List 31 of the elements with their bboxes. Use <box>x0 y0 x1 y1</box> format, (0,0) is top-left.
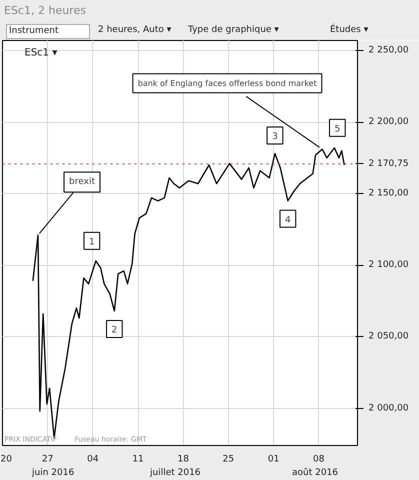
y-tick-label: 2 100,00 <box>368 260 409 270</box>
chart-title: ESc1, 2 heures <box>4 3 86 19</box>
x-tick-label: 08 <box>313 454 325 464</box>
text: Type de graphique ▾ <box>188 24 279 37</box>
text: août 2016 <box>292 467 338 480</box>
y-tick-label: 2 000,00 <box>368 403 409 414</box>
annotation: 1 <box>88 237 95 248</box>
annotation: 4 <box>284 215 291 226</box>
y-tick-label: 2 150,00 <box>368 188 409 199</box>
ref-line-label: 2 170,75 <box>368 158 409 169</box>
annotation: ESc1 ▾ <box>24 48 58 58</box>
annotation: 2 <box>112 325 118 336</box>
text: Instrument <box>6 24 90 39</box>
x-tick-label: 18 <box>178 454 190 464</box>
text: juillet 2016 <box>150 467 201 480</box>
x-tick-label: 27 <box>42 454 54 464</box>
x-tick-label: 20 <box>0 454 12 464</box>
x-tick-label: 25 <box>222 454 234 464</box>
annotation: bank of Englang faces offerless bond market <box>138 78 317 88</box>
y-tick-label: 2 050,00 <box>368 332 409 342</box>
text: 2 heures, Auto ▾ <box>98 24 172 37</box>
x-tick-label: 11 <box>132 454 144 464</box>
x-tick-label: 04 <box>87 454 99 464</box>
annotation: 3 <box>272 132 278 142</box>
text: Études ▾ <box>330 24 368 37</box>
x-tick-label: 01 <box>268 454 280 464</box>
text: juin 2016 <box>32 467 74 480</box>
annotation: brexit <box>69 177 96 188</box>
y-tick-label: 2 250,00 <box>368 46 409 56</box>
y-tick-label: 2 200,00 <box>368 117 409 128</box>
annotation: 5 <box>334 124 340 134</box>
